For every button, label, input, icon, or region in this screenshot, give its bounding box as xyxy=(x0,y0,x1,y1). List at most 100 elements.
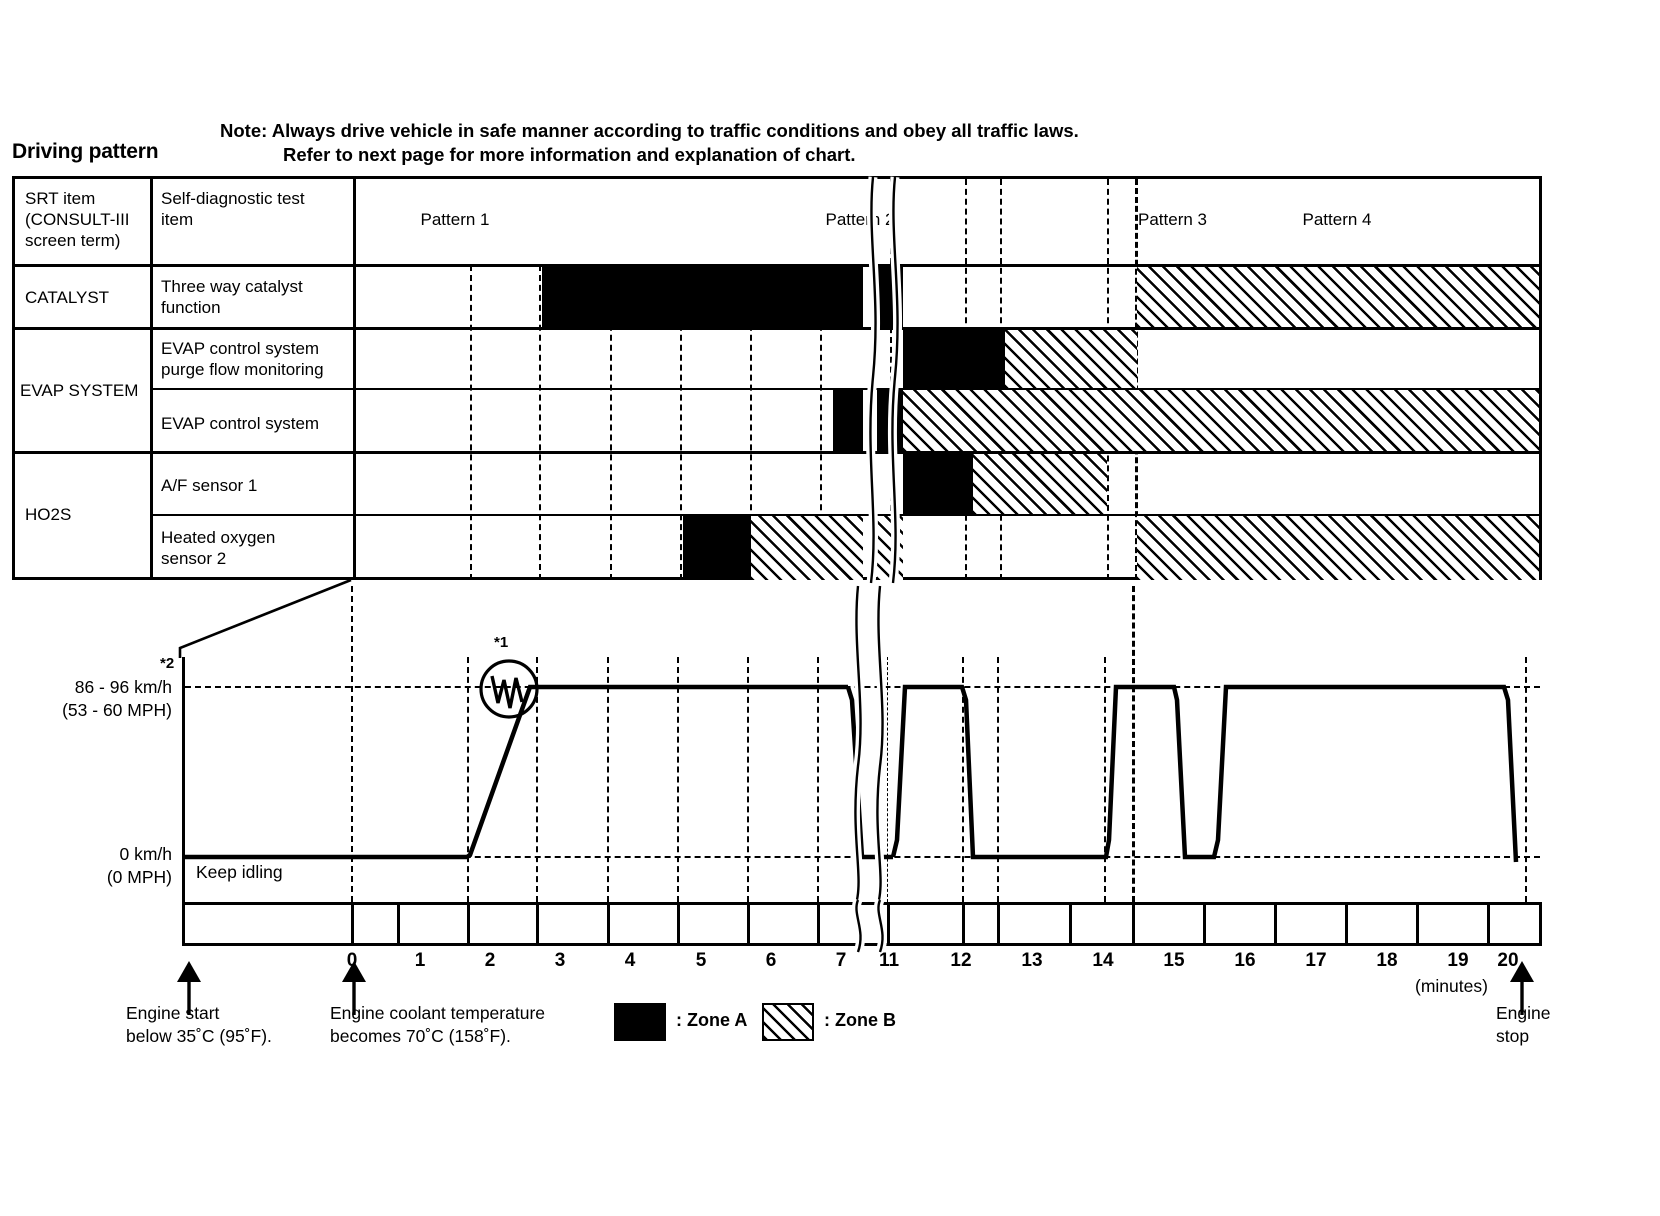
gridline-dashed-min6 xyxy=(820,265,822,580)
header-pattern-3: Pattern 3 xyxy=(1138,210,1207,229)
row-label-evap-system: EVAP SYSTEM xyxy=(20,381,139,400)
graph-gridline-min6 xyxy=(817,657,819,902)
bar-zone-b-catalyst xyxy=(1137,267,1539,327)
axis-tick-7: 7 xyxy=(835,950,847,971)
row-separator-3 xyxy=(150,388,1539,390)
axis-tick-4: 4 xyxy=(624,950,636,971)
graph-gridline-min4 xyxy=(677,657,679,902)
row-test-evap-purge-line1: EVAP control system xyxy=(161,339,320,358)
graph-gridline-min11 xyxy=(887,657,888,902)
tick-min12 xyxy=(962,902,965,946)
col-separator-2 xyxy=(353,179,356,580)
engine-start-caption-line1: Engine start xyxy=(126,1003,220,1023)
graph-gridline-min3 xyxy=(607,657,609,902)
axis-tick-14: 14 xyxy=(1092,950,1114,971)
header-srt-item-line1: SRT item xyxy=(25,189,96,208)
row-label-catalyst: CATALYST xyxy=(25,288,110,307)
graph-y-axis xyxy=(182,657,185,902)
tick-min20 xyxy=(1487,902,1490,946)
tick-half0 xyxy=(397,902,400,946)
row-test-evap-purge-line2: purge flow monitoring xyxy=(161,360,324,379)
coolant-caption-line1: Engine coolant temperature xyxy=(330,1003,545,1023)
coolant-temp-arrow-icon xyxy=(342,961,366,1015)
axis-tick-20: 20 xyxy=(1497,950,1519,971)
tick-min2 xyxy=(536,902,539,946)
gridline-dashed-min5 xyxy=(750,265,752,580)
tick-min5 xyxy=(747,902,750,946)
axis-tick-13: 13 xyxy=(1021,950,1043,971)
engine-start-arrow-icon xyxy=(177,961,201,1015)
bar-zone-b-evap-control xyxy=(903,390,1539,451)
header-pattern-4: Pattern 4 xyxy=(1302,210,1372,229)
bar-zone-b-heated-oxygen-1 xyxy=(751,516,863,580)
graph-gridline-min13 xyxy=(997,657,999,902)
tick-min1 xyxy=(467,902,470,946)
legend-label-zone-a: : Zone A xyxy=(676,1010,748,1030)
axis-tick-5: 5 xyxy=(695,950,707,971)
tick-min18 xyxy=(1345,902,1348,946)
axis-break-squiggle-ticks xyxy=(852,898,888,954)
axis-unit-label: (minutes) xyxy=(1415,976,1488,996)
graph-gridline-min0 xyxy=(351,586,353,902)
tick-min3 xyxy=(607,902,610,946)
legend-swatch-zone-b xyxy=(762,1003,814,1041)
bar-zone-a-evap-control xyxy=(833,390,863,451)
axis-tick-3: 3 xyxy=(554,950,566,971)
tick-min4 xyxy=(677,902,680,946)
axis-tick-15: 15 xyxy=(1163,950,1185,971)
y-label-high-speed-line1: 86 - 96 km/h xyxy=(74,677,172,697)
engine-stop-caption-line2: stop xyxy=(1496,1026,1530,1046)
row-separator-1 xyxy=(15,264,1539,267)
note-line-2: Refer to next page for more information … xyxy=(283,144,856,165)
col-separator-1 xyxy=(150,179,153,580)
spike-marker-icon xyxy=(479,659,539,719)
legend-label-zone-b: : Zone B xyxy=(824,1010,896,1030)
bar-zone-b-evap-purge xyxy=(1005,330,1137,388)
note-marker-2: *2 xyxy=(160,655,175,672)
bar-zone-a-catalyst xyxy=(542,267,863,327)
axis-tick-16: 16 xyxy=(1234,950,1256,971)
gridline-dashed-min4 xyxy=(680,265,682,580)
y-label-zero-speed-line2: (0 MPH) xyxy=(106,867,172,887)
page-title: Driving pattern xyxy=(12,140,159,163)
axis-break-squiggle-graph xyxy=(850,585,888,906)
bar-zone-b-af-sensor xyxy=(973,454,1107,514)
engine-start-caption-line2: below 35˚C (95˚F). xyxy=(126,1026,272,1046)
axis-tick-17: 17 xyxy=(1305,950,1327,971)
tick-min15 xyxy=(1132,902,1135,946)
tick-min6 xyxy=(817,902,820,946)
row-label-ho2s: HO2S xyxy=(25,505,72,524)
axis-tick-12: 12 xyxy=(950,950,972,971)
bar-zone-a-af-sensor xyxy=(903,454,973,514)
axis-tick-0: 0 xyxy=(346,950,358,971)
row-separator-2 xyxy=(15,327,1539,330)
axis-break-squiggle-table xyxy=(865,176,903,584)
srt-timing-table: SRT item (CONSULT-III screen term) Self-… xyxy=(12,176,1542,584)
tick-min16 xyxy=(1203,902,1206,946)
graph-gridline-min14 xyxy=(1104,657,1106,902)
note-line-1: Note: Always drive vehicle in safe manne… xyxy=(220,120,1079,141)
row-test-heated-oxygen-line2: sensor 2 xyxy=(161,549,227,568)
axis-tick-1: 1 xyxy=(414,950,426,971)
legend-swatch-zone-a xyxy=(614,1003,666,1041)
tick-min0 xyxy=(351,902,354,946)
tick-min13 xyxy=(997,902,1000,946)
axis-tick-19: 19 xyxy=(1447,950,1469,971)
header-srt-item-line3: screen term) xyxy=(25,231,121,250)
y-label-high-speed-line2: (53 - 60 MPH) xyxy=(62,700,172,720)
row-test-catalyst-line2: function xyxy=(161,298,221,317)
y-label-zero-speed-line1: 0 km/h xyxy=(119,844,172,864)
row-separator-4 xyxy=(15,451,1539,454)
axis-tick-11: 11 xyxy=(878,950,900,971)
row-test-heated-oxygen-line1: Heated oxygen xyxy=(161,528,276,547)
header-srt-item-line2: (CONSULT-III xyxy=(25,210,130,229)
bar-zone-b-heated-oxygen-3 xyxy=(1137,516,1539,580)
coolant-caption-line2: becomes 70˚C (158˚F). xyxy=(330,1026,511,1046)
header-test-item-line2: item xyxy=(161,210,194,229)
keep-idling-label: Keep idling xyxy=(196,862,283,882)
row-test-catalyst-line1: Three way catalyst xyxy=(161,277,303,296)
header-test-item-line1: Self-diagnostic test xyxy=(161,189,305,208)
gridline-dashed-min3 xyxy=(610,265,612,580)
note-marker-1: *1 xyxy=(494,634,509,651)
row-test-evap-control: EVAP control system xyxy=(161,414,320,433)
